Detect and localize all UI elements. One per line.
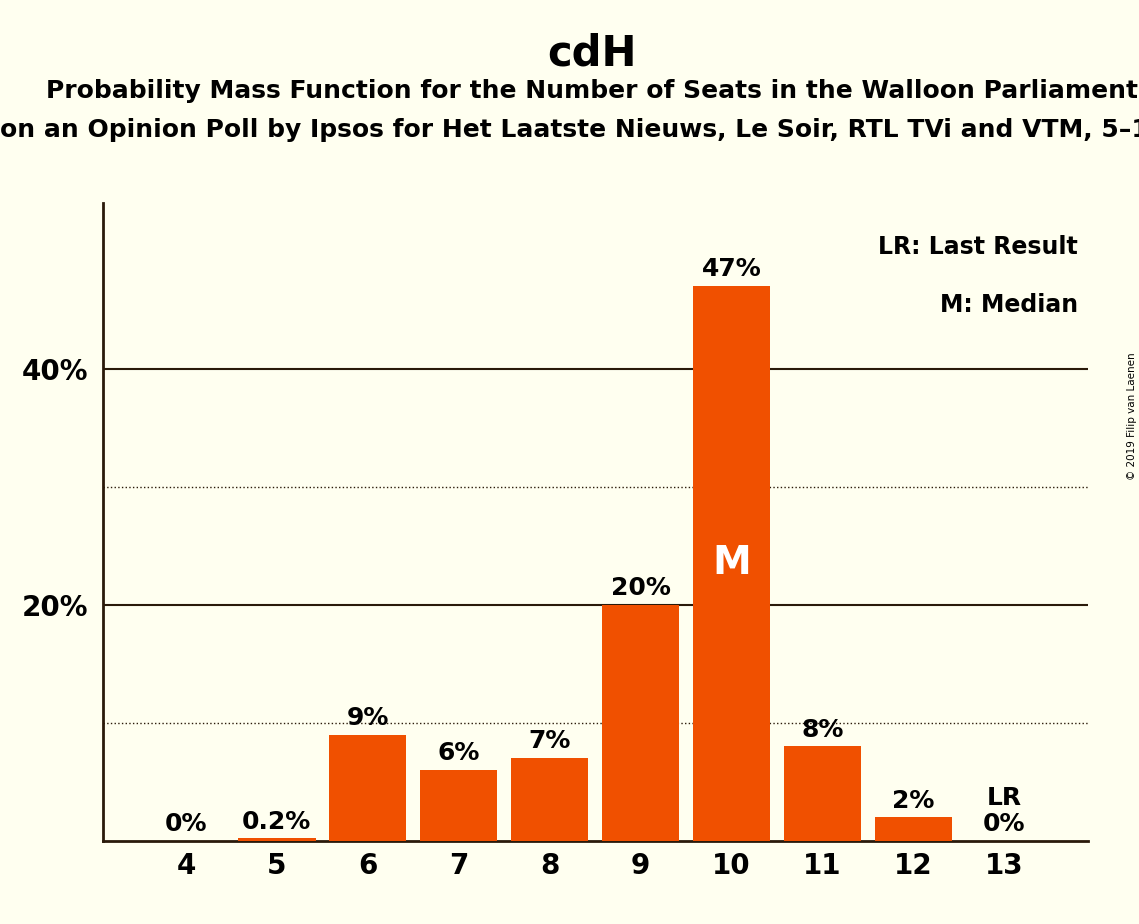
Text: on an Opinion Poll by Ipsos for Het Laatste Nieuws, Le Soir, RTL TVi and VTM, 5–: on an Opinion Poll by Ipsos for Het Laat… xyxy=(0,118,1139,142)
Text: 47%: 47% xyxy=(702,257,761,281)
Bar xyxy=(784,747,861,841)
Text: 7%: 7% xyxy=(528,729,571,753)
Bar xyxy=(693,286,770,841)
Text: LR: LR xyxy=(986,786,1022,810)
Text: 2%: 2% xyxy=(892,788,935,812)
Text: 20%: 20% xyxy=(611,576,671,600)
Bar xyxy=(601,604,679,841)
Text: 9%: 9% xyxy=(346,706,390,730)
Text: M: M xyxy=(712,544,751,582)
Text: 6%: 6% xyxy=(437,741,480,765)
Bar xyxy=(420,770,498,841)
Text: 0%: 0% xyxy=(165,812,207,836)
Bar xyxy=(511,759,589,841)
Text: 0%: 0% xyxy=(983,812,1025,836)
Text: 0.2%: 0.2% xyxy=(243,809,311,833)
Text: © 2019 Filip van Laenen: © 2019 Filip van Laenen xyxy=(1126,352,1137,480)
Text: cdH: cdH xyxy=(548,32,637,74)
Text: M: Median: M: Median xyxy=(940,293,1077,317)
Bar xyxy=(329,735,407,841)
Bar xyxy=(875,817,952,841)
Text: 8%: 8% xyxy=(801,718,844,742)
Text: LR: Last Result: LR: Last Result xyxy=(878,236,1077,259)
Text: Probability Mass Function for the Number of Seats in the Walloon Parliament: Probability Mass Function for the Number… xyxy=(47,79,1138,103)
Bar xyxy=(238,838,316,841)
